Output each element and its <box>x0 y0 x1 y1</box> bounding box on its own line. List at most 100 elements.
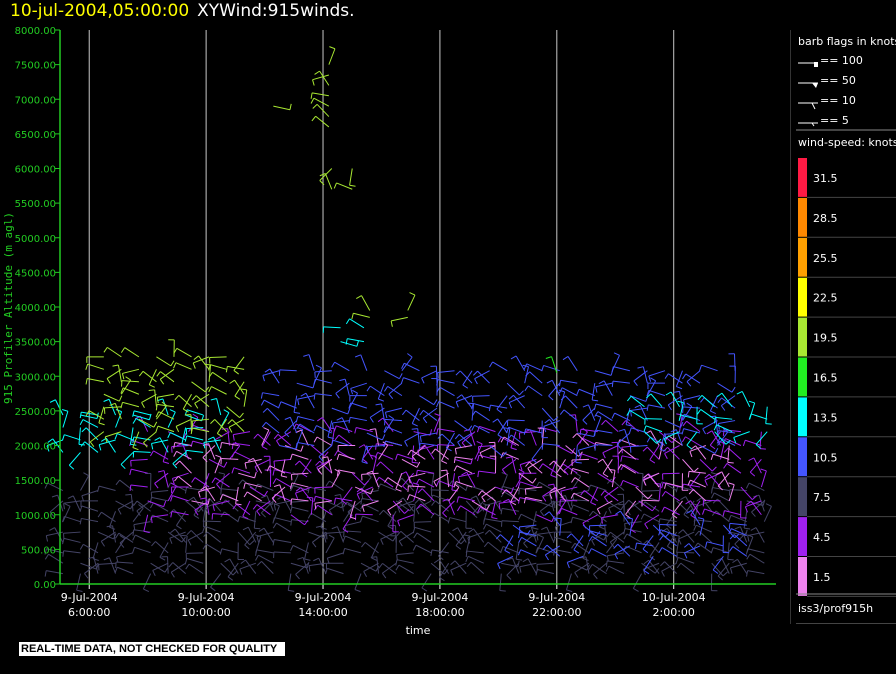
wind-barb <box>79 505 99 512</box>
wind-barb <box>576 388 595 397</box>
wind-barb <box>326 531 344 540</box>
speed-legend-title: wind-speed: knots <box>798 136 896 149</box>
wind-barb <box>745 548 765 555</box>
wind-barb <box>132 410 151 417</box>
wind-barb <box>175 460 192 474</box>
wind-barb <box>623 533 642 543</box>
wind-barb <box>454 445 473 455</box>
wind-barb <box>132 413 152 421</box>
wind-barb <box>169 531 186 544</box>
y-axis-label: 915 Profiler Altitude (m agl) <box>2 212 15 404</box>
wind-barb <box>401 353 413 372</box>
wind-barb <box>375 403 385 421</box>
wind-barb <box>406 494 426 502</box>
wind-barb <box>412 482 420 502</box>
wind-barb <box>600 514 619 524</box>
wind-barb <box>418 442 438 450</box>
wind-barb <box>552 536 572 544</box>
wind-barb <box>62 531 81 540</box>
wind-barb <box>129 468 148 476</box>
wind-barb <box>749 459 762 477</box>
wind-barb <box>453 465 473 474</box>
wind-barb <box>660 561 677 574</box>
wind-barb <box>419 432 438 442</box>
speed-color-scale: 31.5 28.5 25.5 22.5 19.5 16.5 13.5 10.5 7.5 4.5 1.… <box>798 158 896 597</box>
wind-barb <box>167 409 176 428</box>
wind-barb <box>594 411 613 421</box>
wind-barb <box>570 492 590 502</box>
wind-barb <box>682 420 701 433</box>
wind-barb <box>220 511 239 523</box>
wind-barb <box>711 562 728 577</box>
wind-barb <box>652 524 671 538</box>
wind-barb <box>272 539 291 546</box>
wind-barb <box>220 409 230 428</box>
wind-barb <box>637 472 644 491</box>
wind-barb <box>745 482 765 491</box>
wind-barb <box>319 173 333 190</box>
wind-barb <box>121 368 140 380</box>
y-tick-label: 7500.00 <box>15 61 56 72</box>
wind-barb <box>273 103 292 111</box>
wind-barb <box>433 472 449 487</box>
speed-scale-item: 19.5 <box>798 317 896 358</box>
wind-barb <box>742 439 762 447</box>
wind-barb <box>699 445 719 454</box>
wind-barb <box>190 427 210 435</box>
wind-barb <box>290 500 309 509</box>
y-tick-label: 3500.00 <box>15 338 56 349</box>
wind-barb <box>593 562 607 580</box>
wind-barb <box>191 381 210 393</box>
wind-barb <box>609 531 625 548</box>
wind-barb <box>491 500 498 520</box>
wind-barb <box>210 573 222 592</box>
wind-barb <box>289 506 309 514</box>
y-tick-label: 0.00 <box>34 580 56 591</box>
wind-barb <box>522 558 537 574</box>
wind-barb <box>411 445 426 462</box>
wind-barb <box>156 356 175 367</box>
wind-barb <box>559 387 578 397</box>
wind-barb <box>717 427 729 446</box>
wind-barb <box>181 427 188 446</box>
speed-color-swatch <box>798 237 807 277</box>
wind-barb <box>550 487 566 502</box>
wind-barb <box>620 455 639 462</box>
x-tick-date: 9-Jul-2004 <box>61 591 118 604</box>
wind-barb <box>133 521 151 531</box>
barb-legend-label: == 10 <box>820 94 856 107</box>
wind-barb <box>582 407 596 425</box>
y-tick-label: 7000.00 <box>15 95 56 106</box>
x-axis-label: time <box>406 624 431 637</box>
wind-barb <box>518 524 537 533</box>
wind-barb <box>646 404 666 411</box>
wind-barb <box>319 168 333 186</box>
wind-barb <box>436 480 455 488</box>
wind-barb <box>682 373 701 384</box>
wind-barb <box>209 356 227 364</box>
wind-barb <box>507 434 525 446</box>
wind-barb <box>455 395 473 408</box>
wind-barb <box>547 483 558 501</box>
wind-barb <box>595 382 613 393</box>
wind-barb <box>296 423 315 434</box>
speed-scale-label: 31.5 <box>813 172 838 185</box>
wind-barb <box>573 535 584 554</box>
wind-barb <box>106 368 122 384</box>
wind-barb <box>170 528 187 543</box>
wind-barb <box>555 459 567 478</box>
wind-barb <box>536 562 554 571</box>
wind-barb <box>588 530 607 537</box>
wind-barb <box>644 431 662 444</box>
wind-barb <box>538 463 558 474</box>
wind-barb <box>62 409 69 428</box>
wind-barb <box>331 526 344 543</box>
wind-barb <box>517 481 537 488</box>
wind-barb <box>608 500 625 514</box>
wind-barb <box>313 364 322 384</box>
wind-barb <box>598 380 613 396</box>
wind-barb <box>238 471 257 479</box>
wind-barb <box>515 468 525 488</box>
wind-barb <box>264 469 272 488</box>
wind-barb <box>539 500 555 517</box>
